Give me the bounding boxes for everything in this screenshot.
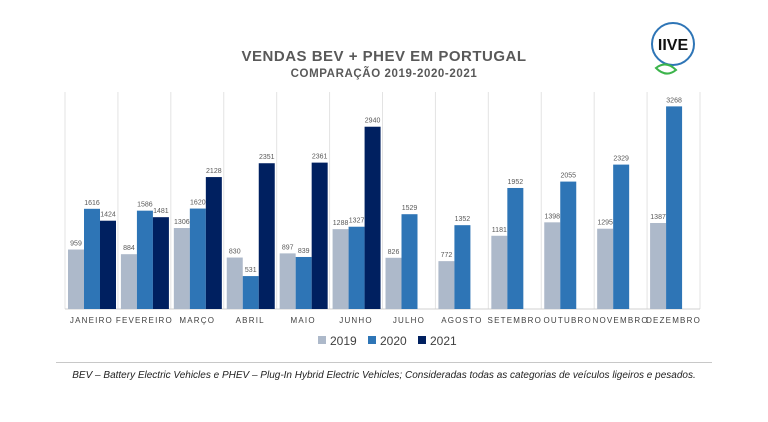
bar-2019 bbox=[544, 222, 561, 309]
data-label: 2329 bbox=[613, 156, 629, 163]
chart-subtitle: COMPARAÇÃO 2019-2020-2021 bbox=[290, 68, 478, 80]
bar-2019 bbox=[597, 228, 614, 309]
data-label: 1616 bbox=[84, 200, 100, 207]
bar-2021 bbox=[364, 126, 381, 309]
category-label: JULHO bbox=[393, 316, 425, 325]
bar-2019 bbox=[438, 261, 455, 309]
bar-2021 bbox=[205, 177, 222, 309]
data-label: 1181 bbox=[492, 227, 507, 234]
data-label: 839 bbox=[298, 248, 310, 255]
legend-swatch-2019 bbox=[318, 336, 326, 344]
data-label: 959 bbox=[70, 241, 82, 248]
data-label: 884 bbox=[123, 245, 135, 252]
data-label: 2361 bbox=[312, 154, 328, 161]
category-label: JANEIRO bbox=[70, 316, 113, 325]
data-label: 772 bbox=[441, 252, 453, 259]
bar-2019 bbox=[120, 254, 137, 309]
bar-2019 bbox=[491, 235, 508, 309]
category-label: NOVEMBRO bbox=[592, 316, 648, 325]
data-label: 1424 bbox=[100, 212, 116, 219]
data-label: 897 bbox=[282, 244, 294, 251]
bar-2020 bbox=[348, 226, 365, 309]
bar-2020 bbox=[189, 208, 206, 309]
data-label: 826 bbox=[388, 249, 400, 256]
bar-2021 bbox=[311, 162, 328, 309]
bar-2020 bbox=[454, 225, 471, 309]
legend-label-2020: 2020 bbox=[380, 334, 407, 348]
data-label: 1620 bbox=[190, 200, 206, 207]
data-label: 830 bbox=[229, 249, 241, 256]
bar-2021 bbox=[152, 217, 169, 309]
data-label: 1387 bbox=[650, 214, 666, 221]
legend-label-2019: 2019 bbox=[330, 334, 357, 348]
data-label: 1306 bbox=[174, 219, 190, 226]
bar-2020 bbox=[84, 208, 100, 309]
bar-2020 bbox=[242, 276, 259, 309]
bar-2020 bbox=[295, 256, 312, 309]
bar-2021 bbox=[100, 220, 116, 309]
category-label: MAIO bbox=[291, 316, 316, 325]
legend-swatch-2021 bbox=[418, 336, 426, 344]
data-label: 1529 bbox=[402, 205, 418, 212]
data-label: 3268 bbox=[666, 97, 682, 104]
category-label: ABRIL bbox=[236, 316, 265, 325]
data-label: 1398 bbox=[544, 213, 560, 220]
data-label: 531 bbox=[245, 267, 257, 274]
category-label: MARÇO bbox=[179, 316, 215, 325]
legend-swatch-2020 bbox=[368, 336, 376, 344]
footnote: BEV – Battery Electric Vehicles e PHEV –… bbox=[72, 370, 696, 381]
bar-2020 bbox=[136, 210, 153, 309]
category-label: OUTUBRO bbox=[544, 316, 592, 325]
svg-text:IIVE: IIVE bbox=[658, 37, 689, 54]
category-label: DEZEMBRO bbox=[646, 316, 701, 325]
bar-2020 bbox=[507, 187, 524, 309]
category-label: FEVEREIRO bbox=[116, 316, 173, 325]
bar-2019 bbox=[650, 223, 667, 309]
bar-2020 bbox=[560, 181, 577, 309]
data-label: 2940 bbox=[365, 118, 381, 125]
chart-title: VENDAS BEV + PHEV EM PORTUGAL bbox=[241, 48, 527, 65]
divider bbox=[56, 362, 712, 363]
bar-2019 bbox=[385, 257, 402, 309]
data-label: 1952 bbox=[508, 179, 524, 186]
data-label: 1288 bbox=[333, 220, 349, 227]
data-label: 1327 bbox=[349, 218, 365, 225]
bar-2019 bbox=[173, 228, 190, 309]
data-label: 2351 bbox=[259, 154, 275, 161]
bar-2019 bbox=[279, 253, 296, 309]
bar-2020 bbox=[613, 164, 630, 309]
data-label: 2128 bbox=[206, 168, 222, 175]
bar-2020 bbox=[666, 106, 683, 309]
legend-label-2021: 2021 bbox=[430, 334, 457, 348]
data-label: 2055 bbox=[560, 173, 576, 180]
logo-icon: IIVE bbox=[651, 22, 695, 75]
data-label: 1481 bbox=[153, 208, 169, 215]
data-label: 1586 bbox=[137, 202, 153, 209]
category-label: SETEMBRO bbox=[488, 316, 543, 325]
bar-2019 bbox=[226, 257, 243, 309]
bar-2019 bbox=[332, 229, 349, 309]
bar-2020 bbox=[401, 214, 418, 309]
bar-2021 bbox=[258, 163, 275, 309]
data-label: 1295 bbox=[597, 220, 613, 227]
data-label: 1352 bbox=[455, 216, 471, 223]
category-label: AGOSTO bbox=[441, 316, 482, 325]
category-label: JUNHO bbox=[339, 316, 373, 325]
bar-2019 bbox=[68, 249, 84, 309]
